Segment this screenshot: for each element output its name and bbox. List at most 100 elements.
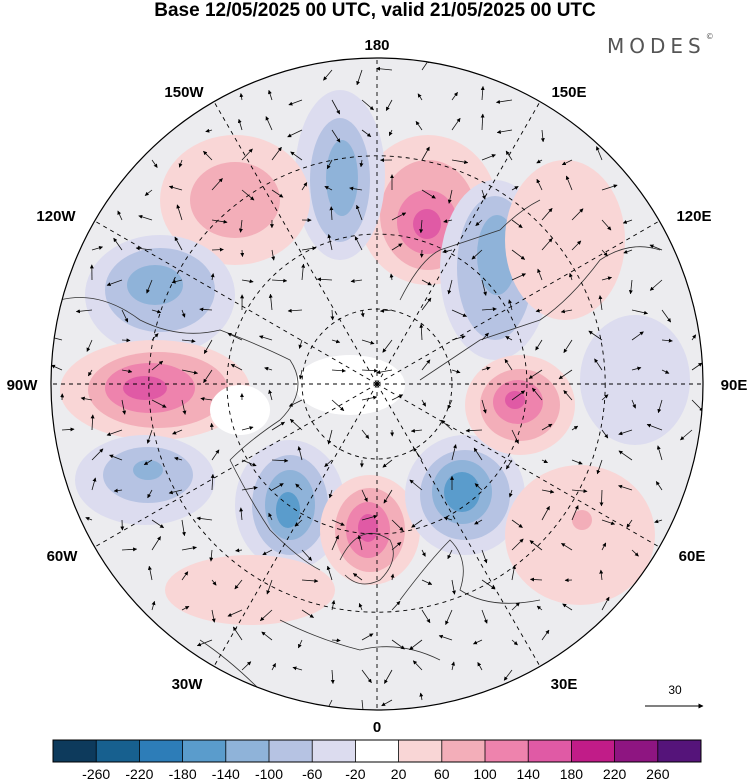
wind-arrow (210, 473, 215, 491)
wind-arrow (205, 128, 213, 133)
wind-arrow (174, 456, 183, 461)
wind-arrow (656, 445, 663, 461)
wind-arrow (176, 204, 183, 221)
wind-arrow (61, 427, 75, 432)
copyright-mark: © (705, 32, 714, 41)
wind-arrow (210, 273, 215, 281)
wind-arrow (260, 609, 273, 621)
wind-arrow (288, 99, 303, 106)
wind-arrow (421, 399, 427, 407)
wind-arrow (121, 399, 127, 415)
wind-arrow (241, 148, 253, 161)
wind-arrow (298, 639, 303, 649)
wind-arrow (481, 154, 496, 161)
wind-arrow (350, 279, 363, 283)
lon-label-60e: 60E (679, 548, 706, 565)
wind-arrow (451, 91, 458, 101)
wind-arrow (474, 483, 483, 491)
brand-logo: MODES© (607, 32, 714, 58)
wind-arrow (324, 185, 333, 191)
wind-arrow (91, 448, 104, 461)
wind-arrow (349, 186, 363, 191)
wind-arrow (601, 429, 609, 439)
wind-arrow (361, 429, 370, 439)
wind-arrow (563, 339, 573, 354)
wind-arrow (271, 249, 276, 261)
wind-arrow (301, 609, 314, 618)
meridian-line (213, 101, 378, 385)
wind-arrow (447, 549, 453, 560)
wind-arrow (357, 534, 363, 551)
wind-arrow (266, 579, 273, 595)
wind-arrow (535, 308, 543, 313)
wind-arrow (451, 444, 457, 461)
wind-arrow (389, 273, 394, 281)
wind-arrow (421, 279, 432, 286)
wind-arrow (262, 549, 273, 556)
wind-arrow (361, 368, 379, 373)
wind-arrow (445, 609, 453, 625)
coastlines (59, 199, 661, 691)
wind-arrow (481, 307, 497, 312)
wind-arrow (181, 339, 196, 344)
wind-arrow (361, 514, 378, 521)
wind-arrow (511, 602, 520, 611)
wind-arrow (330, 669, 335, 684)
wind-arrow (86, 339, 93, 352)
wind-arrow (451, 369, 461, 374)
wind-arrow (451, 159, 469, 165)
wind-arrow (421, 609, 431, 624)
wind-arrow (172, 429, 183, 435)
wind-arrow (381, 699, 393, 707)
wind-arrow (411, 519, 423, 528)
wind-arrow (541, 423, 553, 431)
wind-arrow (480, 86, 485, 101)
wind-arrow (419, 219, 424, 234)
wind-arrow (241, 486, 258, 491)
wind-arrow (138, 214, 153, 221)
wind-arrow (691, 399, 703, 412)
wind-arrow (295, 483, 303, 491)
meridian-line (94, 220, 378, 385)
wind-arrow (113, 237, 123, 251)
wind-arrow (451, 309, 467, 317)
wind-arrow (496, 99, 513, 104)
wind-arrow (292, 666, 303, 671)
wind-arrow (361, 99, 374, 111)
wind-arrow (361, 339, 375, 345)
wind-arrow (691, 362, 703, 371)
wind-arrow (385, 99, 393, 111)
wind-arrow (268, 293, 273, 311)
wind-arrow (80, 396, 93, 401)
wind-arrow (536, 178, 543, 191)
wind-arrow (618, 429, 633, 436)
colorbar-label: -180 (168, 766, 197, 782)
wind-arrow (511, 219, 523, 229)
wind-arrow (301, 263, 306, 281)
wind-arrow (626, 519, 633, 528)
colorbar-swatch (312, 740, 356, 762)
wind-arrow (601, 249, 608, 257)
wind-arrow (358, 603, 363, 611)
wind-arrow (331, 600, 336, 611)
wind-arrow (535, 339, 543, 351)
colorbar-border (52, 739, 702, 763)
wind-arrow (234, 579, 243, 590)
colorbar-swatch (53, 740, 97, 762)
wind-arrow (654, 519, 663, 524)
wind-arrow (598, 295, 603, 311)
wind-arrow (601, 519, 616, 526)
colorbar-swatch (528, 740, 572, 762)
wind-arrow (329, 206, 334, 221)
wind-arrow (471, 249, 483, 260)
wind-arrow (451, 117, 461, 131)
wind-arrow (109, 454, 123, 461)
lon-label-120e: 120E (676, 208, 711, 225)
colorbar-label: 260 (646, 766, 670, 782)
wind-arrow (599, 569, 604, 581)
colorbar (52, 739, 702, 763)
wind-arrow (144, 189, 153, 196)
meridian-line (376, 220, 660, 385)
wind-arrow (376, 66, 393, 71)
wind-arrow (508, 299, 513, 311)
